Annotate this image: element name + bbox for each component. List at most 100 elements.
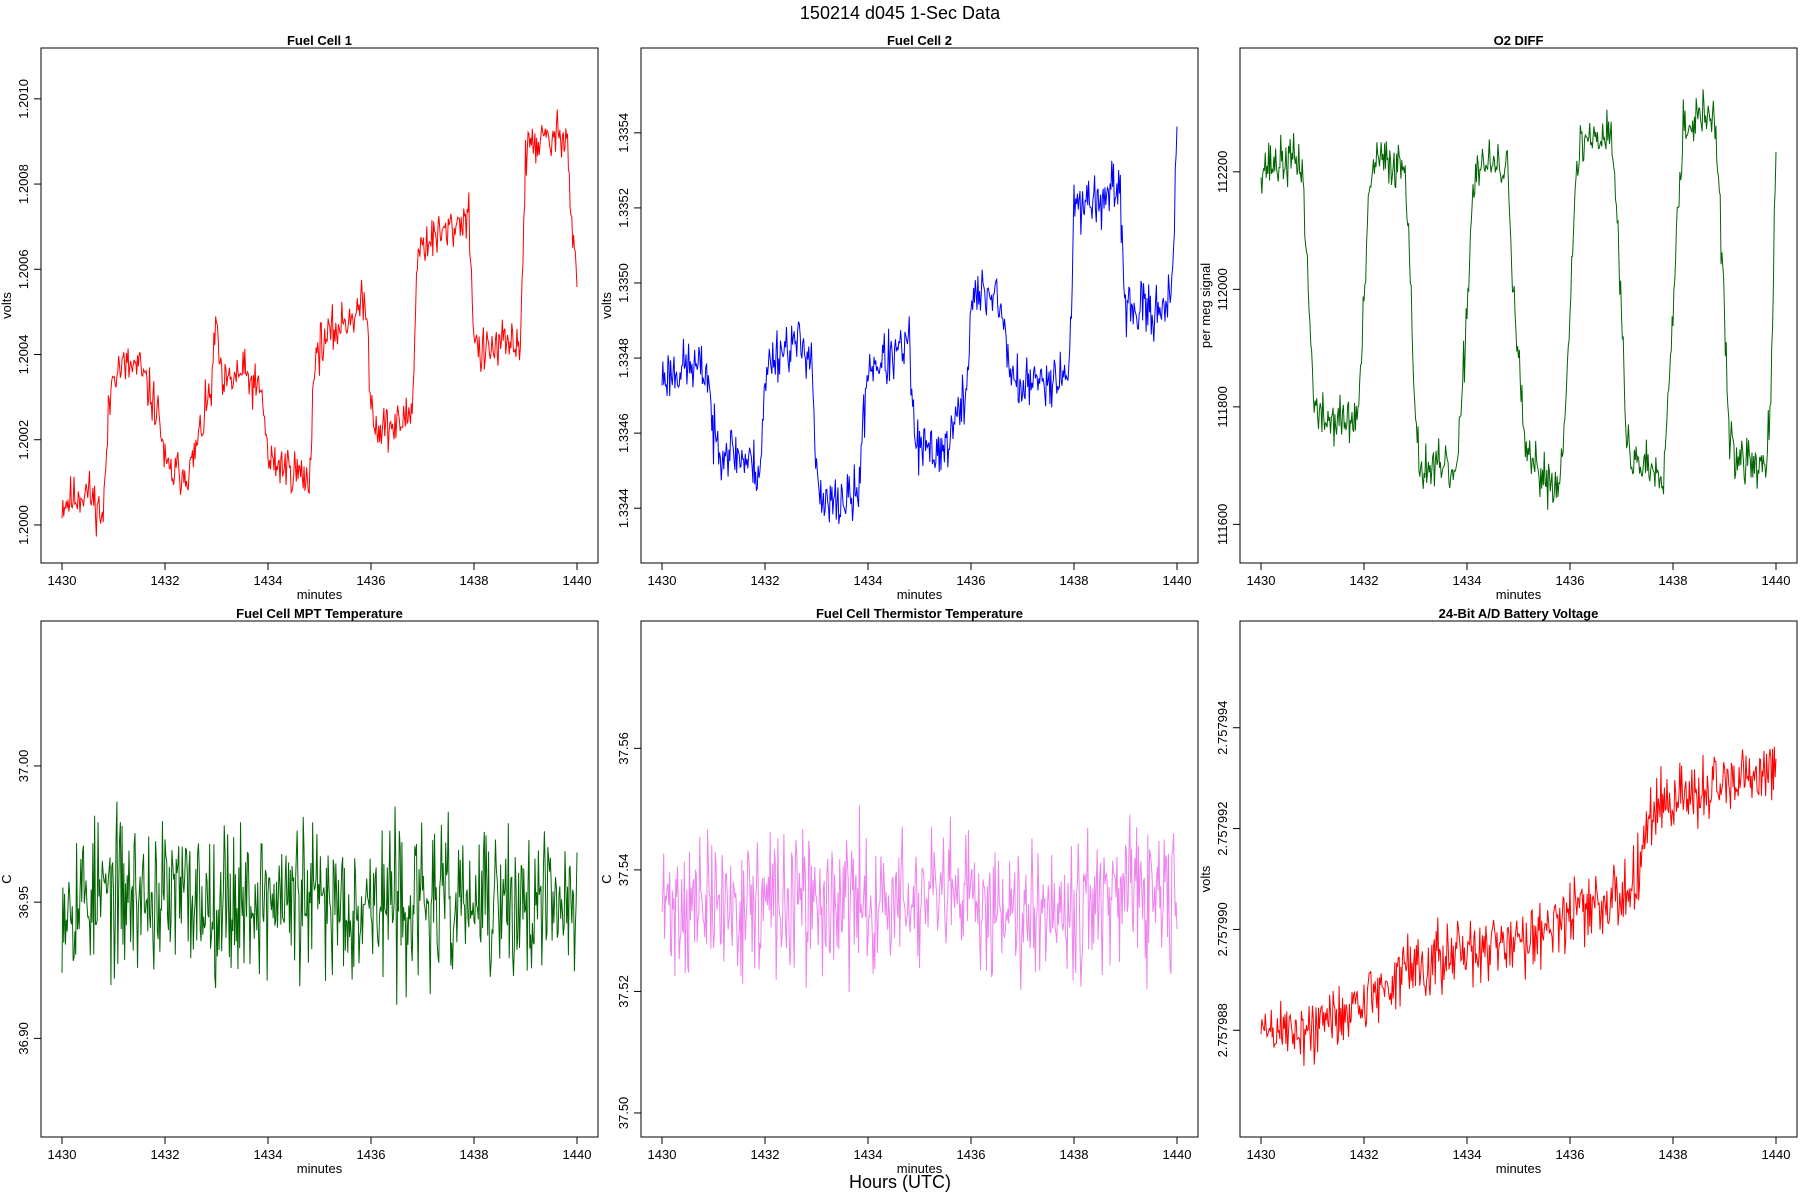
x-tick-label: 1436 <box>957 1147 986 1162</box>
y-tick-label: 2.757992 <box>1215 801 1230 855</box>
y-tick-label: 36.95 <box>16 886 31 919</box>
x-tick-label: 1440 <box>1163 1147 1192 1162</box>
plot-frame <box>40 47 599 564</box>
panel-2: Fuel Cell 2 1430 1432 1434 1436 1438 1440 1.334… <box>599 33 1199 602</box>
y-tick-label: 1.3344 <box>616 488 631 528</box>
y-axis-label: volts <box>0 292 14 319</box>
y-axis-label: per meg signal <box>1198 263 1213 348</box>
x-tick-label: 1432 <box>151 573 180 588</box>
y-axis-label: volts <box>599 292 614 319</box>
y-tick-label: 1.3352 <box>616 188 631 228</box>
x-tick-label: 1432 <box>751 573 780 588</box>
y-tick-label: 1.3346 <box>616 413 631 453</box>
y-axis-label: volts <box>1198 865 1213 892</box>
x-tick-label: 1436 <box>1556 573 1585 588</box>
y-tick-label: 1.3348 <box>616 338 631 378</box>
y-tick-label: 37.50 <box>616 1097 631 1130</box>
data-series-line <box>661 805 1178 993</box>
y-tick-label: 1.2006 <box>16 249 31 289</box>
y-tick-label: 1.3350 <box>616 263 631 303</box>
y-tick-label: 2.757990 <box>1215 902 1230 956</box>
x-axis-label: minutes <box>1496 1161 1542 1176</box>
x-tick-label: 1434 <box>1453 573 1482 588</box>
x-axis-label: minutes <box>897 1161 943 1176</box>
x-tick-label: 1440 <box>1762 1147 1791 1162</box>
x-tick-label: 1434 <box>854 573 883 588</box>
x-tick-label: 1440 <box>563 573 592 588</box>
x-tick-label: 1438 <box>1659 573 1688 588</box>
x-tick-label: 1432 <box>1350 1147 1379 1162</box>
panel-title: Fuel Cell Thermistor Temperature <box>816 606 1023 621</box>
plot-frame <box>1239 47 1798 564</box>
x-tick-label: 1434 <box>254 1147 283 1162</box>
y-tick-label: 1.2002 <box>16 420 31 460</box>
x-tick-label: 1430 <box>648 1147 677 1162</box>
x-tick-label: 1440 <box>1762 573 1791 588</box>
plot-frame <box>640 47 1199 564</box>
y-tick-label: 37.52 <box>616 975 631 1008</box>
y-tick-label: 2.757994 <box>1215 701 1230 755</box>
y-axis-label: C <box>599 874 614 883</box>
y-tick-label: 1.3354 <box>616 113 631 153</box>
x-tick-label: 1436 <box>357 573 386 588</box>
plot-frame <box>1239 620 1798 1138</box>
panel-title: O2 DIFF <box>1494 33 1544 48</box>
panel-title: Fuel Cell 1 <box>287 33 352 48</box>
x-axis-label: minutes <box>897 587 943 602</box>
x-tick-label: 1434 <box>1453 1147 1482 1162</box>
figure-title: 150214 d045 1-Sec Data <box>800 3 1001 23</box>
y-tick-label: 1.2004 <box>16 335 31 375</box>
y-tick-label: 1.2000 <box>16 505 31 545</box>
y-tick-label: 2.757988 <box>1215 1003 1230 1057</box>
y-tick-label: 1.2010 <box>16 79 31 119</box>
y-tick-label: 36.90 <box>16 1022 31 1055</box>
panel-5: Fuel Cell Thermistor Temperature 1430 1432… <box>599 606 1199 1176</box>
y-tick-label: 37.54 <box>616 854 631 887</box>
x-tick-label: 1430 <box>48 573 77 588</box>
data-series-line <box>61 801 578 1005</box>
x-tick-label: 1440 <box>1163 573 1192 588</box>
panel-title: Fuel Cell MPT Temperature <box>236 606 403 621</box>
x-tick-label: 1434 <box>854 1147 883 1162</box>
x-axis-label: minutes <box>1496 587 1542 602</box>
x-tick-label: 1438 <box>1060 1147 1089 1162</box>
x-tick-label: 1432 <box>1350 573 1379 588</box>
x-tick-label: 1438 <box>1659 1147 1688 1162</box>
data-series-line <box>1260 746 1777 1067</box>
x-axis-label: minutes <box>297 1161 343 1176</box>
x-tick-label: 1430 <box>1247 1147 1276 1162</box>
plot-frame <box>40 620 599 1138</box>
y-tick-label: 111800 <box>1215 386 1230 427</box>
x-tick-label: 1432 <box>151 1147 180 1162</box>
y-tick-label: 112000 <box>1215 268 1230 310</box>
chart-panels: Fuel Cell 1 1430 1432 1434 1436 1438 1440 1.200… <box>0 33 1798 1176</box>
x-tick-label: 1438 <box>1060 573 1089 588</box>
x-tick-label: 1432 <box>751 1147 780 1162</box>
panel-1: Fuel Cell 1 1430 1432 1434 1436 1438 1440 1.200… <box>0 33 599 602</box>
x-tick-label: 1438 <box>460 573 489 588</box>
data-series-line <box>61 109 578 537</box>
x-tick-label: 1436 <box>957 573 986 588</box>
x-tick-label: 1436 <box>1556 1147 1585 1162</box>
data-series-line <box>1260 89 1777 510</box>
plot-frame <box>640 620 1199 1138</box>
y-tick-label: 37.56 <box>616 732 631 765</box>
panel-title: Fuel Cell 2 <box>887 33 952 48</box>
x-axis-label: minutes <box>297 587 343 602</box>
x-tick-label: 1438 <box>460 1147 489 1162</box>
y-tick-label: 112200 <box>1215 151 1230 193</box>
y-tick-label: 37.00 <box>16 750 31 783</box>
y-tick-label: 1.2008 <box>16 164 31 204</box>
x-tick-label: 1430 <box>1247 573 1276 588</box>
x-tick-label: 1430 <box>648 573 677 588</box>
y-tick-label: 111600 <box>1215 504 1230 545</box>
x-tick-label: 1430 <box>48 1147 77 1162</box>
panel-4: Fuel Cell MPT Temperature 1430 1432 1434 143… <box>0 606 599 1176</box>
panel-title: 24-Bit A/D Battery Voltage <box>1439 606 1599 621</box>
x-tick-label: 1436 <box>357 1147 386 1162</box>
panel-3: O2 DIFF 1430 1432 1434 1436 1438 1440 111600 111… <box>1198 33 1798 602</box>
x-tick-label: 1434 <box>254 573 283 588</box>
data-series-line <box>661 126 1178 524</box>
y-axis-label: C <box>0 874 14 883</box>
